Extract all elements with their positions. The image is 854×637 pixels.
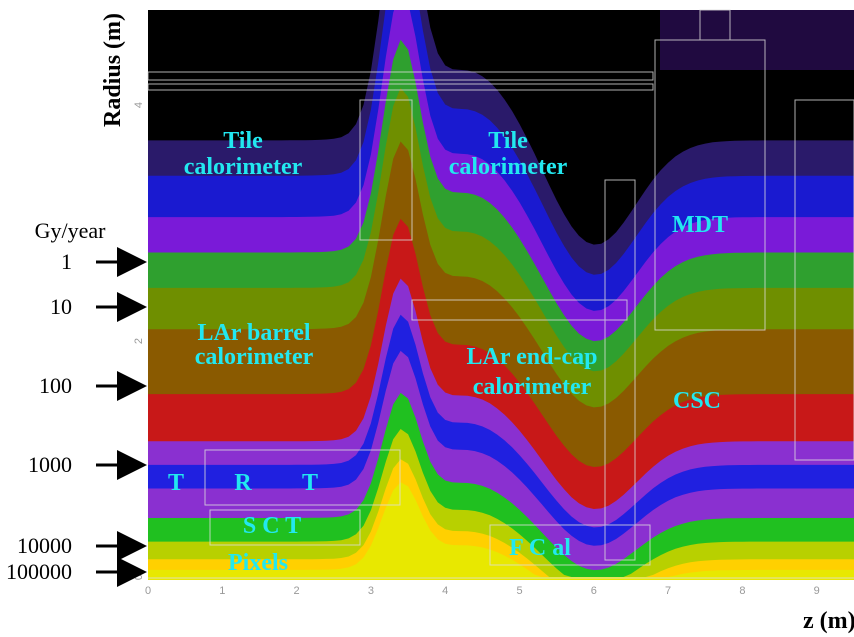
- dose-level: 100000: [6, 559, 72, 584]
- y-tick-label: 0: [133, 574, 145, 580]
- dose-unit: Gy/year: [35, 218, 107, 243]
- dose-level: 10000: [17, 533, 72, 558]
- x-tick-label: 2: [294, 585, 300, 597]
- region-label: Pixels: [228, 550, 288, 576]
- x-tick-label: 6: [591, 585, 597, 597]
- x-tick-label: 7: [665, 585, 671, 597]
- dose-level: 1000: [28, 452, 72, 477]
- dose-level: 10: [50, 294, 72, 319]
- x-tick-label: 1: [219, 585, 225, 597]
- x-tick-label: 0: [145, 585, 151, 597]
- region-label: S C T: [243, 513, 301, 539]
- region-label: R: [234, 470, 252, 496]
- y-axis-label: Radius (m): [100, 13, 126, 127]
- x-axis-label: z (m): [803, 608, 854, 634]
- region-label: F C al: [509, 535, 571, 561]
- region-label: MDT: [672, 212, 728, 238]
- region-label: LAr end-cap: [467, 344, 598, 370]
- region-label: LAr barrel: [197, 320, 310, 346]
- region-label: Tile: [223, 128, 263, 154]
- dose-level: 100: [39, 373, 72, 398]
- x-tick-label: 4: [442, 585, 448, 597]
- region-label: T: [302, 470, 318, 496]
- y-tick-label: 2: [133, 338, 145, 344]
- x-tick-label: 8: [739, 585, 745, 597]
- region-label: calorimeter: [195, 344, 314, 370]
- region-label: calorimeter: [473, 374, 592, 400]
- x-tick-label: 9: [814, 585, 820, 597]
- x-tick-label: 5: [516, 585, 522, 597]
- region-label: calorimeter: [449, 154, 568, 180]
- y-tick-label: 4: [133, 102, 145, 108]
- region-label: calorimeter: [184, 154, 303, 180]
- dose-level: 1: [61, 249, 72, 274]
- region-label: CSC: [673, 388, 721, 414]
- x-tick-label: 3: [368, 585, 374, 597]
- region-label: Tile: [488, 128, 528, 154]
- dose-map-figure: z (m) Radius (m) Gy/year 0 1 2 3 4 5 6 7 8 9 0 2 4 1 1…: [0, 0, 854, 637]
- dose-map: [148, 0, 854, 582]
- region-label: T: [168, 470, 184, 496]
